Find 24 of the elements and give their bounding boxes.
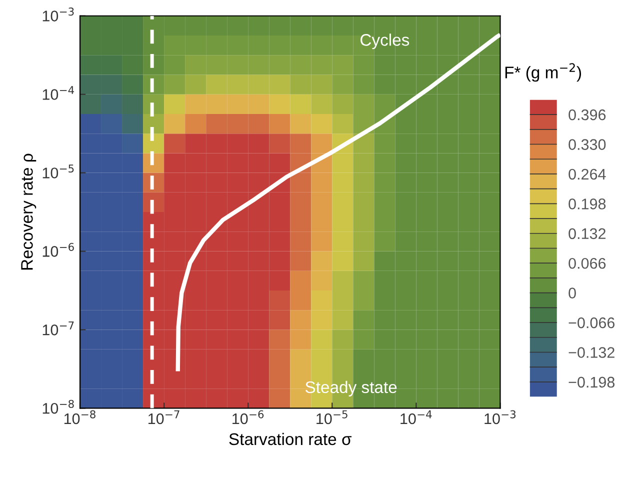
- color-bar-label: 0: [568, 288, 576, 298]
- x-tick-label: 10$^{−7}$: [148, 410, 180, 424]
- x-tick-label: 10$^{−3}$: [484, 410, 516, 424]
- color-bar-label: 0.066: [568, 258, 606, 269]
- y-tick-label: 10$^{−4}$: [42, 86, 74, 100]
- y-tick-label: 10$^{−6}$: [42, 242, 74, 257]
- x-tick-label: 10$^{−5}$: [316, 410, 348, 424]
- annotation: Cycles: [360, 34, 410, 50]
- color-bar-label: −0.066: [568, 317, 615, 328]
- y-tick-label: 10$^{−3}$: [42, 8, 74, 22]
- color-bar-label: −0.198: [568, 376, 615, 388]
- x-tick-label: 10$^{−6}$: [232, 410, 264, 424]
- y-tick-label: 10$^{−5}$: [42, 164, 74, 178]
- color-bar-label: 0.264: [568, 168, 606, 180]
- color-bar-label: −0.132: [568, 347, 614, 358]
- y-tick-label: 10$^{−7}$: [42, 322, 74, 336]
- color-bar-title: F* (g m$^{−2}$): [505, 63, 582, 82]
- y-axis-title: Recovery rate ρ: [21, 154, 36, 270]
- color-bar-label: 0.132: [568, 228, 606, 240]
- x-tick-label: 10$^{−4}$: [400, 410, 432, 424]
- color-bar-label: 0.198: [568, 198, 606, 210]
- x-axis-title: Starvation rate σ: [229, 432, 352, 446]
- color-bar-label: 0.396: [568, 109, 606, 120]
- color-bar-label: 0.330: [568, 139, 606, 150]
